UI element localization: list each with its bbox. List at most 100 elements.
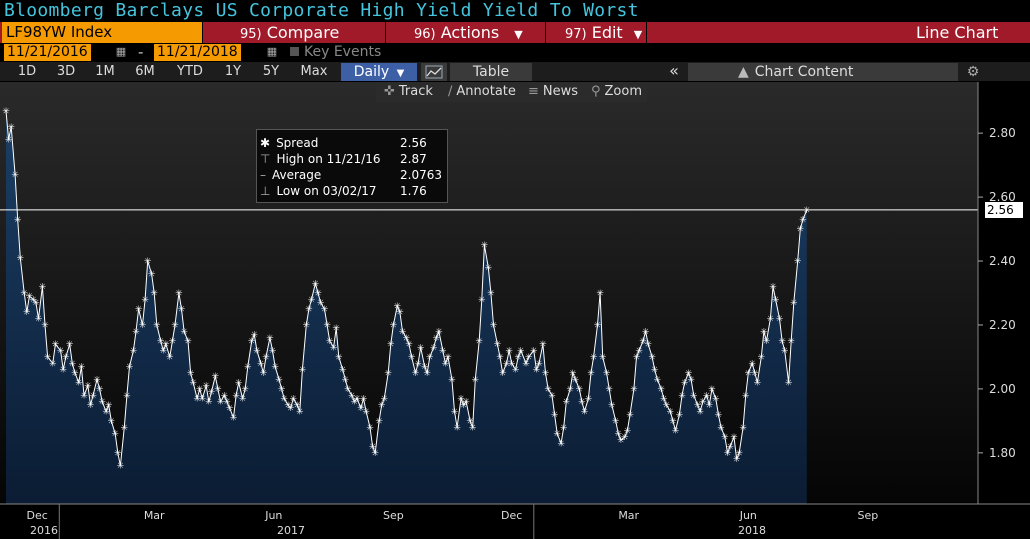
range-5y[interactable]: 5Y	[262, 64, 280, 79]
series-point: ✳	[244, 363, 252, 373]
series-point: ✳	[724, 449, 732, 459]
series-point: ✳	[435, 327, 443, 337]
series-point: ✳	[105, 401, 113, 411]
series-point: ✳	[508, 359, 516, 369]
series-point: ✳	[287, 404, 295, 414]
series-point: ✳	[442, 359, 450, 369]
range-ytd[interactable]: YTD	[177, 64, 203, 79]
range-3d[interactable]: 3D	[56, 64, 76, 79]
series-point: ✳	[30, 295, 38, 305]
window-title: Bloomberg Barclays US Corporate High Yie…	[4, 0, 639, 21]
news-button[interactable]: ≡ News	[528, 82, 578, 102]
series-point: ✳	[745, 369, 753, 379]
range-max[interactable]: Max	[300, 64, 328, 79]
series-point: ✳	[293, 401, 301, 411]
menu-bar	[0, 22, 1030, 43]
date-bar	[0, 43, 1030, 62]
series-point: ✳	[478, 295, 486, 305]
series-point: ✳	[660, 395, 668, 405]
series-point: ✳	[799, 216, 807, 226]
series-point: ✳	[712, 395, 720, 405]
start-date-field[interactable]: 11/21/2016	[4, 44, 91, 61]
series-point: ✳	[644, 340, 652, 350]
series-point: ✳	[551, 411, 559, 421]
collapse-icon[interactable]: «	[669, 61, 679, 80]
series-point: ✳	[739, 423, 747, 433]
line-chart-button[interactable]	[421, 63, 447, 81]
series-point: ✳	[481, 241, 489, 251]
series-point: ✳	[108, 417, 116, 427]
track-button[interactable]: ✜ Track	[384, 82, 433, 102]
series-point: ✳	[475, 337, 483, 347]
view-type-label[interactable]: Line Chart	[916, 23, 999, 42]
annotate-button[interactable]: ∕ Annotate	[448, 82, 516, 102]
series-point: ✳	[778, 337, 786, 347]
ticker-field[interactable]: LF98YW Index	[2, 22, 202, 43]
series-point: ✳	[369, 443, 377, 453]
series-point: ✳	[485, 263, 493, 273]
legend-box[interactable]	[256, 129, 448, 203]
series-point: ✳	[308, 295, 316, 305]
actions-menu[interactable]: 96) Actions ▼	[414, 22, 523, 43]
series-point: ✳	[708, 385, 716, 395]
chart-plot[interactable]: ✳✳✳✳✳✳✳✳✳✳✳✳✳✳✳✳✳✳✳✳✳✳✳✳✳✳✳✳✳✳✳✳✳✳✳✳✳✳✳✳…	[0, 82, 1030, 539]
chart-toolbar	[376, 82, 647, 102]
series-point: ✳	[57, 347, 65, 357]
frequency-dropdown[interactable]: Daily ▼	[341, 63, 417, 81]
series-point: ✳	[184, 337, 192, 347]
series-point: ✳	[535, 359, 543, 369]
series-point: ✳	[214, 385, 222, 395]
series-point: ✳	[212, 372, 220, 382]
series-point: ✳	[362, 407, 370, 417]
series-point: ✳	[330, 343, 338, 353]
series-point: ✳	[694, 401, 702, 411]
series-point: ✳	[758, 353, 766, 363]
series-point: ✳	[621, 433, 629, 443]
track-icon: ✜	[384, 84, 395, 99]
series-point: ✳	[248, 337, 256, 347]
range-1y[interactable]: 1Y	[224, 64, 242, 79]
calendar-icon[interactable]: ▦	[266, 45, 278, 58]
edit-menu[interactable]: 97) Edit ▼	[565, 22, 642, 43]
series-point: ✳	[657, 385, 665, 395]
series-point: ✳	[578, 398, 586, 408]
series-point: ✳	[253, 347, 261, 357]
series-point: ✳	[239, 395, 247, 405]
range-1d[interactable]: 1D	[17, 64, 37, 79]
series-point: ✳	[69, 359, 77, 369]
chart-content-button[interactable]: ▲ Chart Content	[688, 63, 958, 81]
x-year-label: 2017	[277, 524, 305, 537]
series-point: ✳	[681, 379, 689, 389]
series-point: ✳	[596, 289, 604, 299]
series-point: ✳	[667, 407, 675, 417]
annotate-label: Annotate	[456, 84, 516, 99]
series-point: ✳	[594, 321, 602, 331]
series-point: ✳	[617, 436, 625, 446]
zoom-button[interactable]: ⚲ Zoom	[591, 82, 642, 102]
series-point: ✳	[544, 385, 552, 395]
compare-menu[interactable]: 95) Compare	[240, 22, 339, 43]
series-point: ✳	[790, 299, 798, 309]
key-events-toggle[interactable]: Key Events	[290, 43, 381, 62]
end-date-field[interactable]: 11/21/2018	[154, 44, 241, 61]
area-fill	[6, 110, 807, 505]
series-point: ✳	[587, 369, 595, 379]
series-point: ✳	[503, 359, 511, 369]
series-point: ✳	[735, 449, 743, 459]
series-point: ✳	[635, 347, 643, 357]
series-point: ✳	[405, 340, 413, 350]
series-point: ✳	[776, 315, 784, 325]
series-point: ✳	[371, 449, 379, 459]
series-point: ✳	[180, 327, 188, 337]
table-button[interactable]: Table	[450, 63, 532, 81]
range-6m[interactable]: 6M	[135, 64, 155, 79]
series-point: ✳	[612, 417, 620, 427]
series-point: ✳	[117, 462, 125, 472]
series-point: ✳	[217, 398, 225, 408]
gear-icon[interactable]: ⚙	[966, 64, 980, 80]
series-point: ✳	[585, 395, 593, 405]
series-point: ✳	[275, 375, 283, 385]
range-1m[interactable]: 1M	[95, 64, 115, 79]
calendar-icon[interactable]: ▦	[115, 45, 127, 58]
series-point: ✳	[726, 443, 734, 453]
